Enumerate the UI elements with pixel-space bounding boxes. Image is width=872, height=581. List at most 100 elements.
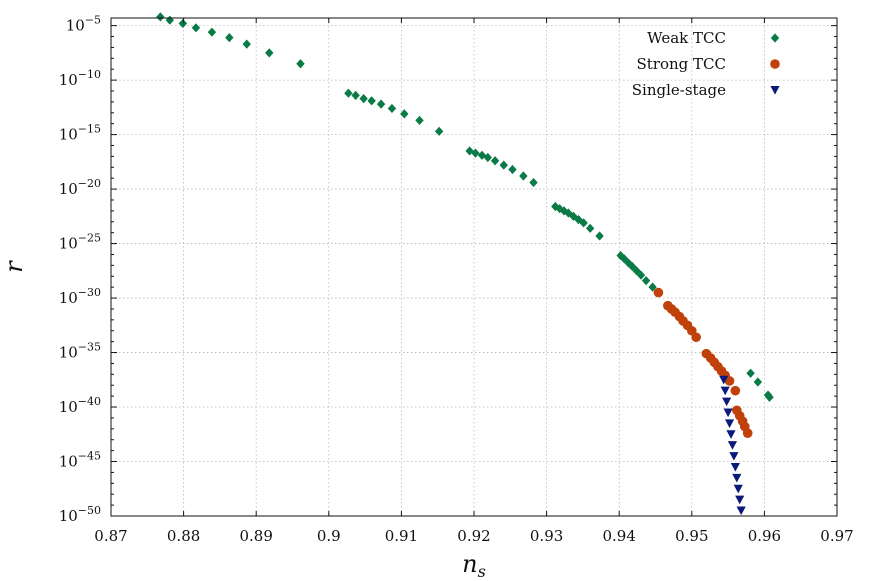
data-point	[742, 550, 751, 559]
data-point	[207, 27, 217, 37]
data-point	[569, 211, 578, 221]
y-tick-label: 10−10	[59, 68, 101, 89]
y-tick-label: 10−45	[59, 450, 101, 471]
legend-marker	[770, 59, 780, 69]
data-point	[648, 282, 657, 292]
data-point	[723, 408, 733, 418]
data-point	[499, 160, 508, 170]
x-tick-label: 0.95	[675, 527, 708, 545]
data-point	[359, 94, 368, 104]
data-point	[559, 206, 569, 216]
x-tick-label: 0.93	[530, 527, 563, 545]
data-point	[730, 462, 740, 472]
data-point	[400, 109, 409, 119]
data-point	[724, 376, 735, 386]
data-point	[490, 156, 500, 166]
x-tick-label: 0.97	[820, 527, 853, 545]
x-tick-label: 0.94	[602, 527, 635, 545]
legend-label: Weak TCC	[647, 29, 726, 47]
data-point	[519, 171, 528, 181]
y-tick-label: 10−20	[59, 177, 101, 198]
legend-item: Strong TCC	[637, 55, 780, 73]
data-point	[574, 214, 583, 225]
y-tick-labels: 10−5 10−10 10−15 10−20 10−25 10−30 10−35 10−40 1…	[59, 14, 101, 525]
data-point	[720, 386, 730, 396]
data-point	[729, 452, 739, 461]
data-point	[732, 473, 742, 483]
x-tick-label: 0.89	[239, 527, 272, 545]
data-point	[529, 177, 538, 188]
data-point	[746, 368, 755, 378]
data-point	[156, 12, 165, 22]
legend-marker	[770, 86, 780, 95]
data-point	[736, 506, 746, 516]
data-point	[738, 517, 747, 526]
y-tick-label: 10−5	[66, 14, 101, 35]
x-tick-label: 0.87	[94, 527, 127, 545]
x-tick-label: 0.92	[457, 527, 490, 545]
data-point	[387, 103, 397, 114]
data-point	[471, 148, 480, 158]
data-point	[753, 377, 763, 387]
data-point	[733, 484, 743, 494]
axis-ticks	[110, 18, 838, 517]
y-tick-label: 10−35	[59, 341, 101, 362]
data-point	[585, 223, 595, 233]
legend-label: Strong TCC	[637, 55, 727, 73]
y-tick-label: 10−15	[59, 123, 101, 144]
data-point	[744, 562, 753, 571]
data-point	[579, 218, 588, 228]
grid	[111, 18, 837, 516]
series-strong-tcc	[653, 287, 753, 438]
data-point	[165, 15, 175, 25]
data-point	[483, 152, 492, 163]
x-axis-label: ns	[462, 550, 486, 581]
data-point	[632, 266, 641, 276]
y-tick-label: 10−50	[59, 504, 101, 525]
data-point	[351, 90, 360, 100]
data-point	[296, 59, 305, 69]
data-point	[225, 33, 234, 43]
data-point	[722, 397, 732, 407]
data-point	[616, 250, 625, 261]
data-point	[735, 495, 745, 505]
data-point	[691, 332, 701, 343]
data-point	[191, 23, 201, 33]
data-point	[730, 385, 741, 396]
x-tick-label: 0.9	[317, 527, 341, 545]
data-point	[508, 164, 517, 175]
data-point	[765, 392, 774, 402]
data-point	[742, 428, 753, 438]
data-marks	[156, 12, 774, 571]
data-point	[434, 126, 444, 136]
data-point	[265, 48, 274, 58]
y-tick-label: 10−25	[59, 232, 101, 253]
data-point	[624, 258, 633, 268]
x-tick-label: 0.96	[748, 527, 781, 545]
legend: Weak TCC Strong TCC Single-stage	[632, 29, 780, 99]
data-point	[724, 419, 735, 428]
y-tick-label: 10−30	[59, 286, 101, 307]
series-single-stage	[719, 375, 753, 571]
data-point	[242, 39, 251, 49]
data-point	[641, 276, 651, 286]
legend-item: Single-stage	[632, 81, 780, 99]
data-point	[719, 375, 729, 385]
data-point	[376, 99, 386, 109]
data-point	[178, 18, 188, 29]
legend-label: Single-stage	[632, 81, 726, 99]
data-point	[628, 261, 637, 272]
x-tick-labels: 0.87 0.88 0.89 0.9 0.91 0.92 0.93 0.94 0.95 0.96 0…	[94, 527, 853, 545]
series-weak-tcc	[156, 12, 774, 402]
x-tick-label: 0.88	[167, 527, 200, 545]
data-point	[653, 287, 664, 298]
y-tick-label: 10−40	[59, 395, 101, 416]
legend-marker	[770, 33, 780, 43]
y-axis-label: r	[0, 260, 28, 273]
data-point	[636, 270, 646, 280]
data-point	[595, 231, 604, 241]
x-tick-label: 0.91	[385, 527, 418, 545]
data-point	[726, 430, 736, 439]
data-point	[415, 115, 424, 126]
